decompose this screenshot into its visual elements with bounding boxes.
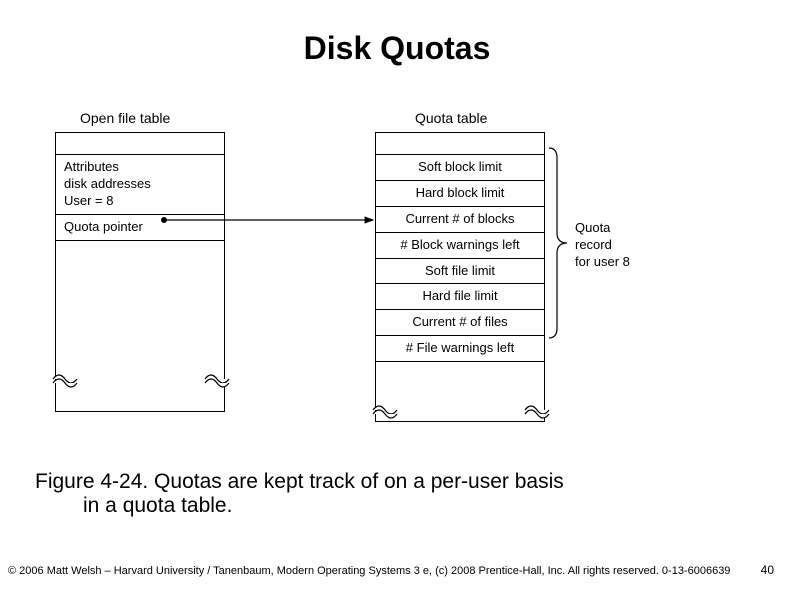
oft-attributes-row: Attributes disk addresses User = 8 [56, 155, 224, 215]
pointer-arrow [160, 216, 380, 236]
quota-table-box: Soft block limit Hard block limit Curren… [375, 132, 545, 422]
qt-break-mark [373, 402, 549, 418]
qt-row-2: Current # of blocks [376, 207, 544, 233]
qt-row-4: Soft file limit [376, 259, 544, 285]
figure-caption: Figure 4-24. Quotas are kept track of on… [35, 470, 735, 518]
page-number: 40 [761, 563, 774, 577]
qt-empty-bottom [376, 362, 544, 432]
quota-record-annotation: Quota record for user 8 [575, 220, 630, 271]
caption-line1: Figure 4-24. Quotas are kept track of on… [35, 470, 735, 494]
oft-break-mark [53, 371, 229, 387]
caption-line2: in a quota table. [35, 494, 735, 518]
qt-row-5: Hard file limit [376, 284, 544, 310]
qt-row-6: Current # of files [376, 310, 544, 336]
qt-empty-top [376, 133, 544, 155]
oft-empty-bottom [56, 241, 224, 401]
quota-table-label: Quota table [415, 110, 487, 126]
footer-copyright: © 2006 Matt Welsh – Harvard University /… [8, 565, 730, 577]
qt-row-0: Soft block limit [376, 155, 544, 181]
open-file-table-box: Attributes disk addresses User = 8 Quota… [55, 132, 225, 412]
qt-row-7: # File warnings left [376, 336, 544, 362]
qt-row-1: Hard block limit [376, 181, 544, 207]
oft-empty-top [56, 133, 224, 155]
open-file-table-label: Open file table [80, 110, 170, 126]
quota-record-brace [547, 148, 569, 338]
diagram: Open file table Attributes disk addresse… [45, 110, 745, 450]
qt-row-3: # Block warnings left [376, 233, 544, 259]
slide-title: Disk Quotas [0, 30, 794, 67]
oft-quota-pointer-text: Quota pointer [64, 219, 143, 236]
